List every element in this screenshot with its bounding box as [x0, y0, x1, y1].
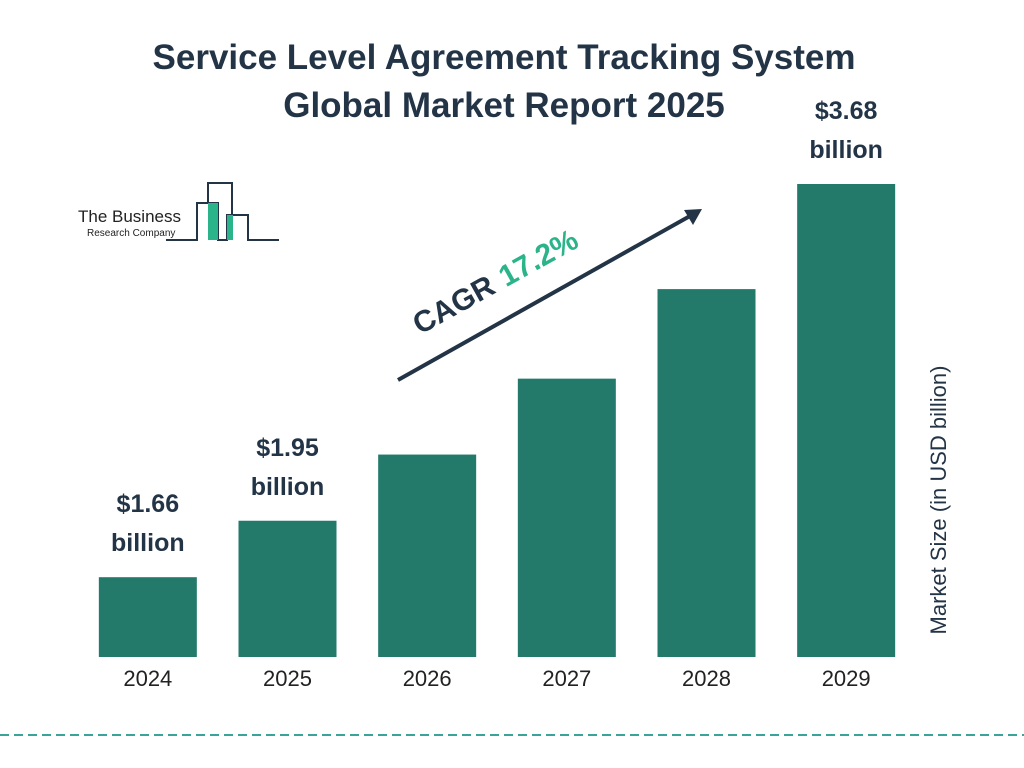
- bar: [238, 520, 337, 657]
- bar: [378, 454, 477, 657]
- x-tick-label: 2027: [542, 666, 591, 691]
- chart-title: Service Level Agreement Tracking System …: [152, 38, 856, 125]
- logo-outline: [166, 202, 279, 241]
- x-tick-label: 2028: [682, 666, 731, 691]
- logo: The Business Research Company: [78, 182, 279, 241]
- x-tick-label: 2029: [822, 666, 871, 691]
- cagr-arrowhead: [684, 209, 702, 225]
- value-label: $1.66 billion: [111, 490, 185, 558]
- logo-bar: [208, 203, 218, 240]
- value-label: $3.68 billion: [809, 97, 883, 164]
- logo-text: The Business: [78, 207, 181, 226]
- bar: [98, 577, 197, 657]
- y-axis-label: Market Size (in USD billion): [926, 366, 951, 635]
- value-label: $1.95 billion: [250, 433, 325, 501]
- x-tick-label: 2025: [263, 666, 312, 691]
- logo-text: Research Company: [87, 228, 175, 239]
- logo-outline: [207, 182, 233, 215]
- x-tick-label: 2026: [403, 666, 452, 691]
- cagr-arrow: [397, 214, 691, 382]
- logo-bar: [227, 215, 233, 240]
- bar: [797, 184, 896, 657]
- bar: [517, 378, 616, 657]
- bar: [657, 289, 756, 657]
- x-tick-label: 2024: [123, 666, 172, 691]
